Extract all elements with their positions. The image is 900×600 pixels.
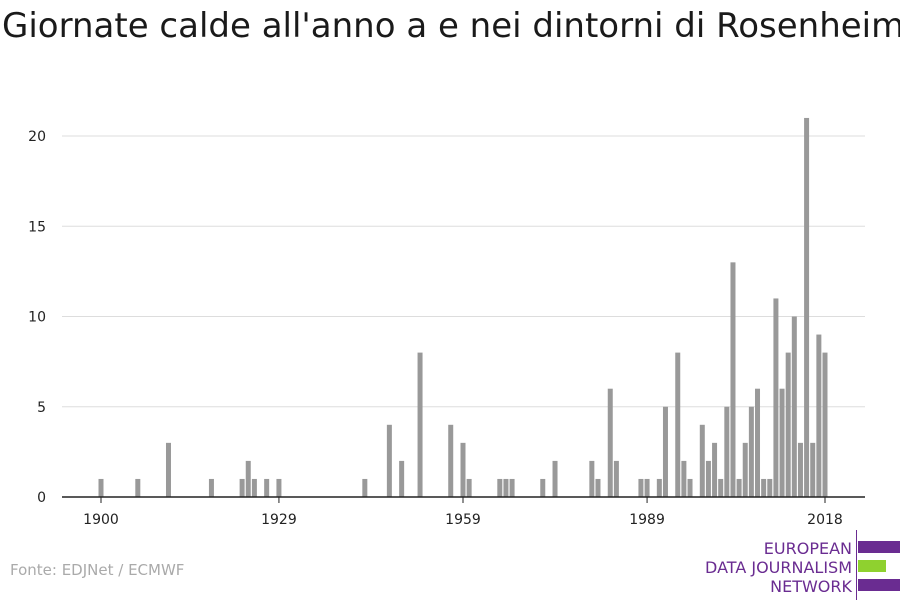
- bar-1947: [386, 424, 392, 497]
- logo-text-line1: EUROPEAN: [763, 539, 852, 558]
- bar-1923: [239, 478, 245, 497]
- bar-1943: [362, 478, 368, 497]
- y-tick-label: 15: [28, 219, 46, 235]
- bar-1918: [208, 478, 214, 497]
- bar-1983: [607, 388, 613, 497]
- bar-1952: [417, 352, 423, 497]
- logo-bar-top: [858, 541, 900, 553]
- bar-1984: [613, 460, 619, 497]
- logo-text-line2: DATA JOURNALISM: [705, 558, 852, 577]
- bar-1994: [675, 352, 681, 497]
- bar-1967: [509, 478, 515, 497]
- bar-1988: [638, 478, 644, 497]
- bar-2008: [761, 478, 767, 497]
- logo-bar-bottom: [858, 579, 900, 591]
- x-tick-label: 1989: [629, 512, 665, 528]
- bar-1949: [399, 460, 405, 497]
- bar-2009: [767, 478, 773, 497]
- bar-1995: [681, 460, 687, 497]
- bar-2003: [730, 262, 736, 497]
- logo-divider: [856, 530, 857, 600]
- bar-1924: [245, 460, 251, 497]
- bar-1925: [251, 478, 257, 497]
- bar-2006: [748, 406, 754, 497]
- bar-2005: [742, 442, 748, 497]
- bar-1991: [656, 478, 662, 497]
- logo-text-line3: NETWORK: [770, 577, 852, 596]
- bar-2015: [804, 117, 810, 497]
- bar-1929: [276, 478, 282, 497]
- bar-1906: [135, 478, 141, 497]
- edjnet-logo: EUROPEAN DATA JOURNALISM NETWORK: [705, 530, 900, 600]
- bar-2018: [822, 352, 828, 497]
- bar-1957: [448, 424, 454, 497]
- bar-2010: [773, 298, 779, 497]
- source-note: Fonte: EDJNet / ECMWF: [10, 561, 185, 579]
- bar-2017: [816, 334, 822, 497]
- bar-2011: [779, 388, 785, 497]
- bar-1999: [705, 460, 711, 497]
- bar-1900: [98, 478, 104, 497]
- bar-1989: [644, 478, 650, 497]
- x-tick-label: 1900: [83, 512, 119, 528]
- bars: [98, 117, 828, 497]
- bar-1966: [503, 478, 509, 497]
- bar-1996: [687, 478, 693, 497]
- bar-1980: [589, 460, 595, 497]
- gridlines: [62, 135, 865, 408]
- bar-2004: [736, 478, 742, 497]
- y-tick-label: 0: [37, 490, 46, 506]
- bar-2013: [791, 316, 797, 497]
- bar-1998: [699, 424, 705, 497]
- bar-2007: [755, 388, 761, 497]
- axes: 0 5 10 15 20 1900 1929 1959 1989 2018: [28, 129, 865, 528]
- bar-2014: [797, 442, 803, 497]
- bar-1960: [466, 478, 472, 497]
- bar-2016: [810, 442, 816, 497]
- bar-2012: [785, 352, 791, 497]
- bar-1981: [595, 478, 601, 497]
- bar-2002: [724, 406, 730, 497]
- y-tick-label: 5: [37, 400, 46, 416]
- bar-1959: [460, 442, 466, 497]
- x-tick-label: 1929: [261, 512, 297, 528]
- bar-1974: [552, 460, 558, 497]
- y-tick-label: 20: [28, 129, 46, 145]
- bar-1911: [165, 442, 171, 497]
- bar-1927: [264, 478, 270, 497]
- y-tick-label: 10: [28, 310, 46, 326]
- bar-1992: [662, 406, 668, 497]
- bar-1965: [497, 478, 503, 497]
- chart-title: Giornate calde all'anno a e nei dintorni…: [2, 6, 900, 46]
- bar-2001: [718, 478, 724, 497]
- x-tick-label: 2018: [807, 512, 843, 528]
- x-tick-label: 1959: [445, 512, 481, 528]
- logo-bar-middle: [858, 560, 886, 572]
- bar-1972: [540, 478, 546, 497]
- bar-2000: [712, 442, 718, 497]
